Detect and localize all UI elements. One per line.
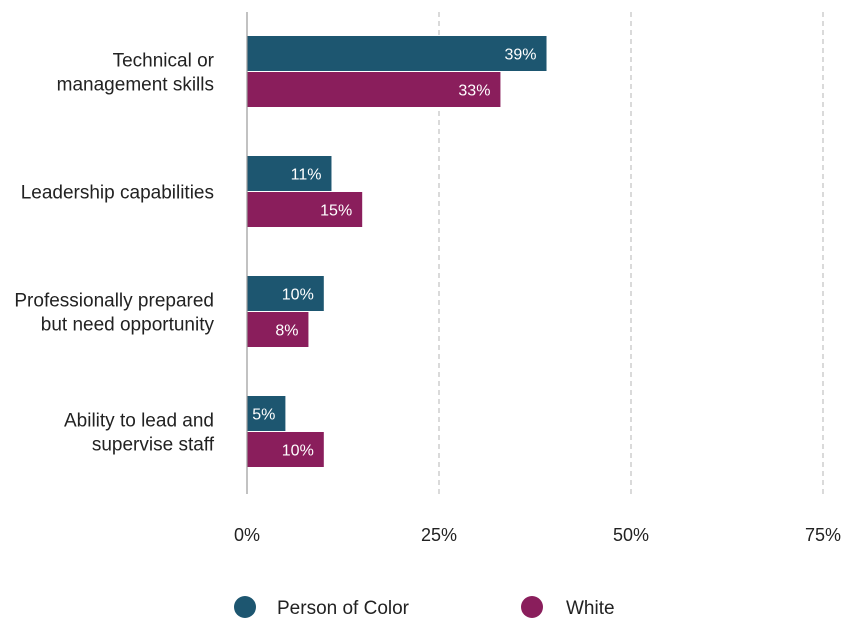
x-tick-label-1: 25% [421, 525, 457, 545]
legend-swatch-1 [521, 596, 543, 618]
category-label-3-1: supervise staff [92, 435, 215, 456]
bars: 39% 33% 11% 15% 10% 8% 5% 10% [247, 36, 547, 467]
category-label-0-1: management skills [57, 75, 214, 96]
legend-label-1: White [566, 598, 615, 619]
legend-label-0: Person of Color [277, 598, 410, 619]
x-tick-label-3: 75% [805, 525, 841, 545]
bar-white-2 [247, 312, 309, 347]
bar-value-label-0-1: 11% [291, 167, 322, 184]
bar-white-0 [247, 72, 501, 107]
bar-value-label-1-1: 15% [320, 203, 352, 220]
bar-person-of-color-0 [247, 36, 547, 71]
category-label-2-1: but need opportunity [41, 315, 215, 336]
category-label-0-0: Technical or [113, 51, 215, 72]
bar-white-3 [247, 432, 324, 467]
bar-value-label-1-2: 8% [275, 323, 298, 340]
legend-swatch-0 [234, 596, 256, 618]
x-tick-label-0: 0% [234, 525, 260, 545]
bar-person-of-color-2 [247, 276, 324, 311]
bar-value-label-1-0: 33% [458, 83, 490, 100]
x-tick-label-2: 50% [613, 525, 649, 545]
bar-value-label-0-3: 5% [252, 407, 275, 424]
x-tick-labels: 0% 25% 50% 75% [234, 525, 841, 545]
legend: Person of Color White [234, 596, 615, 619]
category-labels: Technical or management skills Leadership … [14, 51, 214, 456]
bar-person-of-color-3 [247, 396, 286, 431]
category-label-3-0: Ability to lead and [64, 411, 214, 432]
category-label-2-0: Professionally prepared [14, 291, 214, 312]
category-label-1-0: Leadership capabilities [21, 183, 214, 204]
bar-value-label-0-0: 39% [504, 47, 536, 64]
bar-white-1 [247, 192, 363, 227]
bar-value-label-0-2: 10% [282, 287, 314, 304]
bar-value-label-1-3: 10% [282, 443, 314, 460]
bar-person-of-color-1 [247, 156, 332, 191]
